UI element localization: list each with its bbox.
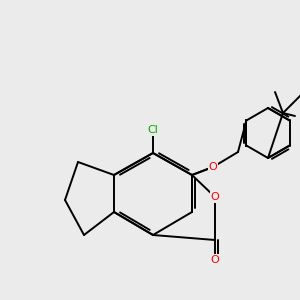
Text: Cl: Cl — [148, 125, 158, 135]
Text: O: O — [211, 192, 219, 202]
Text: O: O — [208, 162, 217, 172]
Text: O: O — [211, 255, 219, 265]
